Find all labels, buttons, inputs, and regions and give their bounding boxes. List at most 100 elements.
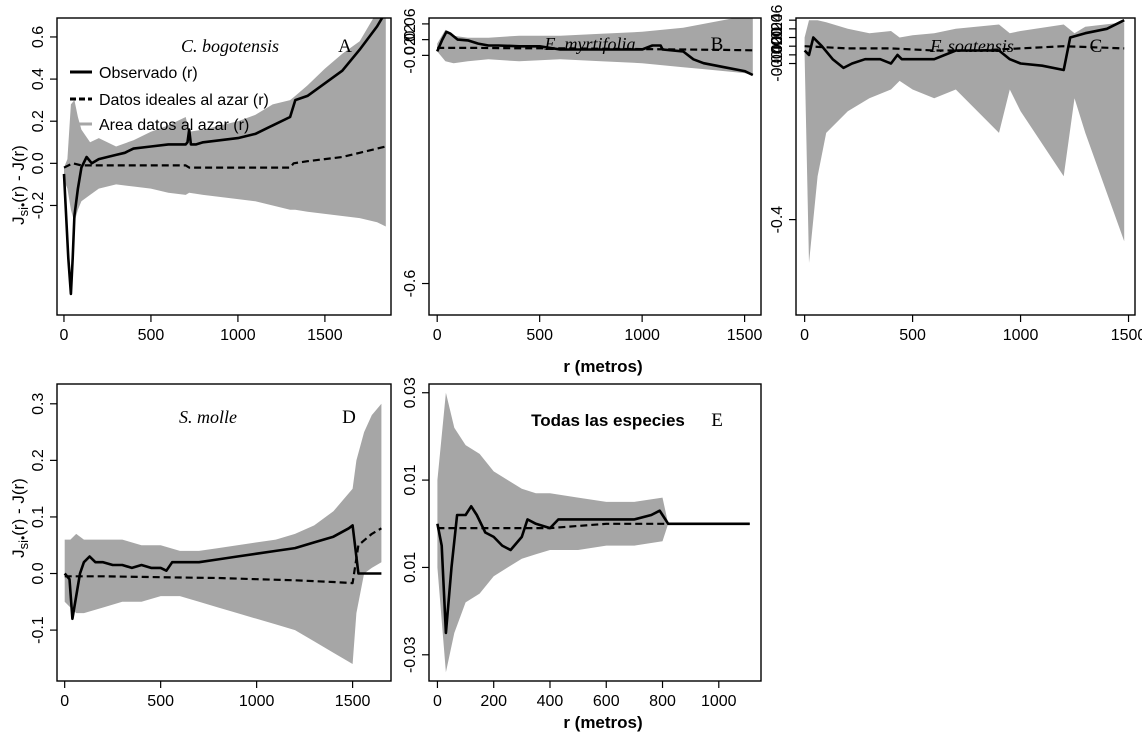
ylabel-sub: si — [16, 540, 31, 550]
x-tick-label: 0 — [60, 693, 69, 710]
y-tick-label: 0.01 — [402, 552, 419, 583]
x-tick-label: 600 — [593, 693, 620, 710]
legend: Observado (r) Datos ideales al azar (r) … — [70, 65, 269, 134]
panels: 0 500 1000 1500 -0.2 0.0 0.2 0.4 0.6 C. bogotensi… — [30, 4, 1142, 710]
panel-b: 0 500 1000 1500 0.060.02-0.02 -0.6 E. myrtifol… — [402, 8, 763, 344]
x-tick-label: 500 — [147, 693, 174, 710]
x-axis-label-bottom: r (metros) — [563, 713, 642, 732]
legend-observed-label: Observado (r) — [99, 65, 198, 82]
envelope-area — [437, 392, 669, 673]
ylabel-dot: • — [16, 536, 30, 540]
ylabel-dot: • — [16, 203, 30, 207]
x-tick-label: 400 — [537, 693, 564, 710]
panel-c: 0 500 1000 1500 0.060.040.02-0.00-0.02-0.04 -… — [769, 4, 1142, 344]
x-tick-label: 1500 — [307, 327, 343, 344]
x-tick-label: 1500 — [335, 693, 371, 710]
ylabel-rest: (r) - J(r) — [9, 145, 28, 203]
x-tick-label: 1000 — [239, 693, 275, 710]
panel-title: F. soatensis — [929, 36, 1014, 56]
panel-title: E. myrtifolia — [544, 34, 636, 54]
y-tick-label: -0.6 — [402, 270, 419, 298]
panel-letter: C — [1090, 36, 1103, 57]
y-tick-label: 0.02 — [769, 22, 786, 53]
x-tick-label: 1500 — [1111, 327, 1142, 344]
x-tick-label: 1000 — [624, 327, 660, 344]
expected-line — [64, 527, 382, 585]
panel-letter: B — [711, 34, 724, 55]
svg-text:Jsi•(r) - J(r): Jsi•(r) - J(r) — [9, 478, 31, 558]
panel-frame — [795, 17, 1136, 316]
observed-line — [436, 505, 750, 635]
panel-e: 0 200 400 600 800 1000 -0.03 0.01 0.01 0.03 Todas … — [402, 377, 762, 710]
panel-letter: E — [711, 410, 723, 431]
panel-frame — [56, 383, 392, 682]
y-tick-label: 0.2 — [30, 449, 47, 471]
y-tick-label: 0.0 — [30, 562, 47, 584]
y-tick-label: 0.1 — [30, 506, 47, 528]
y-tick-label: -0.4 — [769, 206, 786, 234]
x-tick-label: 0 — [60, 327, 69, 344]
panel-d: 0 500 1000 1500 -0.1 0.0 0.1 0.2 0.3 S. molle D — [30, 383, 392, 710]
y-tick-label: -0.02 — [769, 37, 786, 74]
x-tick-label: 0 — [433, 693, 442, 710]
legend-envelope-label: Area datos al azar (r) — [99, 117, 249, 134]
y-tick-label: 0.06 — [769, 4, 786, 35]
observed-line — [63, 524, 382, 621]
x-tick-label: 1000 — [220, 327, 256, 344]
envelope-area — [64, 403, 382, 664]
panel-letter: A — [338, 36, 352, 57]
expected-line — [437, 522, 750, 530]
y-axis-label-top: Jsi•(r) - J(r) — [9, 145, 31, 225]
ylabel-j: J — [9, 549, 28, 558]
y-tick-label: -0.1 — [30, 616, 47, 644]
x-tick-label: 200 — [480, 693, 507, 710]
expected-line — [804, 45, 1125, 52]
panel-frame — [428, 17, 762, 316]
legend-expected-label: Datos ideales al azar (r) — [99, 92, 269, 109]
panel-title: S. molle — [179, 407, 237, 427]
observed-line — [436, 30, 754, 77]
y-tick-label: 0.06 — [402, 8, 419, 39]
y-tick-label: 0.0 — [30, 152, 47, 174]
y-tick-label: -0.00 — [769, 28, 786, 65]
x-tick-label: 1000 — [1003, 327, 1039, 344]
x-tick-label: 0 — [800, 327, 809, 344]
panel-title: C. bogotensis — [181, 36, 279, 56]
envelope-area — [437, 18, 753, 75]
y-tick-label: 0.02 — [402, 24, 419, 55]
y-tick-label: 0.6 — [30, 26, 47, 48]
ylabel-sub: si — [16, 207, 31, 217]
y-tick-label: -0.03 — [402, 636, 419, 673]
ylabel-rest: (r) - J(r) — [9, 478, 28, 536]
observed-line — [62, 18, 384, 296]
envelope-area — [64, 18, 386, 227]
x-tick-label: 800 — [649, 693, 676, 710]
y-tick-label: 0.3 — [30, 393, 47, 415]
y-axis-label-bottom: Jsi•(r) - J(r) — [9, 478, 31, 558]
panel-a: 0 500 1000 1500 -0.2 0.0 0.2 0.4 0.6 C. bogotensi… — [30, 17, 392, 344]
expected-line — [63, 145, 387, 169]
ylabel-j: J — [9, 216, 28, 225]
panel-frame — [56, 17, 392, 316]
x-tick-label: 1000 — [701, 693, 737, 710]
y-tick-label: 0.2 — [30, 110, 47, 132]
y-tick-label: 0.4 — [30, 68, 47, 90]
panel-frame — [428, 383, 762, 682]
y-tick-label: -0.02 — [402, 37, 419, 74]
envelope-area — [804, 20, 1125, 264]
y-tick-label: 0.04 — [769, 13, 786, 44]
y-tick-label: 0.03 — [402, 377, 419, 408]
x-tick-label: 500 — [899, 327, 926, 344]
y-tick-label: 0.01 — [402, 464, 419, 495]
y-tick-label: -0.2 — [30, 192, 47, 220]
observed-line — [803, 19, 1125, 72]
x-axis-label-top: r (metros) — [563, 357, 642, 376]
x-tick-label: 1500 — [727, 327, 763, 344]
svg-text:Jsi•(r) - J(r): Jsi•(r) - J(r) — [9, 145, 31, 225]
x-tick-label: 500 — [138, 327, 165, 344]
x-tick-label: 500 — [526, 327, 553, 344]
y-tick-label: -0.04 — [769, 45, 786, 82]
panel-letter: D — [342, 407, 356, 428]
x-tick-label: 0 — [433, 327, 442, 344]
